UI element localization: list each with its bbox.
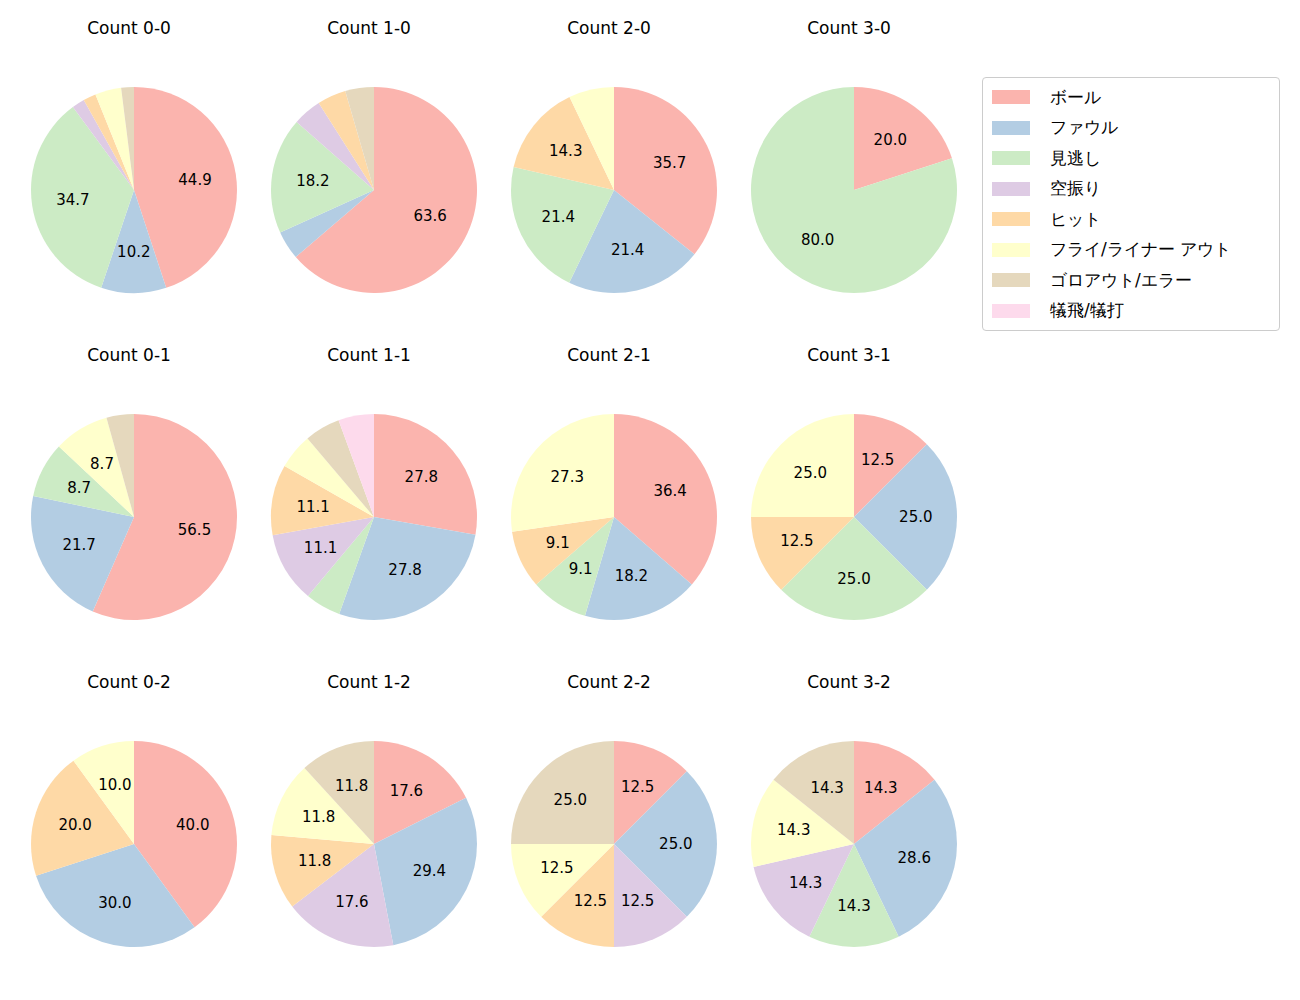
- svg-text:8.7: 8.7: [67, 479, 91, 497]
- html-text:Count 1-2: Count 1-2: [327, 672, 411, 692]
- svg-text:18.2: 18.2: [296, 172, 329, 190]
- svg-text:36.4: 36.4: [654, 482, 687, 500]
- svg-text:11.8: 11.8: [302, 808, 335, 826]
- svg-text:25.0: 25.0: [837, 570, 870, 588]
- html-text:Count 3-2: Count 3-2: [807, 672, 891, 692]
- html-text:ファウル: ファウル: [1050, 117, 1118, 138]
- svg-text:17.6: 17.6: [335, 893, 368, 911]
- svg-text:25.0: 25.0: [554, 791, 587, 809]
- svg-text:63.6: 63.6: [413, 207, 446, 225]
- svg-text:12.5: 12.5: [780, 532, 813, 550]
- html-text:見逃し: 見逃し: [1050, 147, 1101, 168]
- svg-text:11.8: 11.8: [298, 852, 331, 870]
- svg-text:12.5: 12.5: [574, 892, 607, 910]
- svg-text:9.1: 9.1: [546, 534, 570, 552]
- svg-text:21.7: 21.7: [62, 536, 95, 554]
- svg-text:8.7: 8.7: [90, 455, 114, 473]
- html-text:ゴロアウト/エラー: ゴロアウト/エラー: [1050, 269, 1192, 290]
- svg-text:44.9: 44.9: [178, 171, 211, 189]
- svg-text:40.0: 40.0: [176, 816, 209, 834]
- svg-text:12.5: 12.5: [540, 859, 573, 877]
- svg-text:27.8: 27.8: [388, 561, 421, 579]
- html-text:Count 2-2: Count 2-2: [567, 672, 651, 692]
- html-text:Count 3-0: Count 3-0: [807, 18, 891, 38]
- html-text:フライ/ライナー アウト: フライ/ライナー アウト: [1050, 239, 1232, 260]
- html-text:Count 1-0: Count 1-0: [327, 18, 411, 38]
- html-text:Count 0-1: Count 0-1: [87, 345, 171, 365]
- svg-text:11.1: 11.1: [296, 498, 329, 516]
- svg-text:21.4: 21.4: [542, 208, 575, 226]
- svg-text:12.5: 12.5: [621, 778, 654, 796]
- svg-text:10.0: 10.0: [98, 776, 131, 794]
- svg-text:12.5: 12.5: [861, 451, 894, 469]
- svg-text:14.3: 14.3: [789, 874, 822, 892]
- svg-text:18.2: 18.2: [615, 567, 648, 585]
- svg-text:27.8: 27.8: [405, 468, 438, 486]
- html-text:犠飛/犠打: 犠飛/犠打: [1050, 300, 1124, 321]
- svg-text:14.3: 14.3: [810, 779, 843, 797]
- html-text:Count 2-1: Count 2-1: [567, 345, 651, 365]
- svg-text:28.6: 28.6: [898, 849, 931, 867]
- svg-text:29.4: 29.4: [413, 862, 446, 880]
- svg-text:80.0: 80.0: [801, 231, 834, 249]
- svg-text:30.0: 30.0: [98, 894, 131, 912]
- html-text:Count 0-0: Count 0-0: [87, 18, 171, 38]
- svg-text:14.3: 14.3: [549, 142, 582, 160]
- svg-text:56.5: 56.5: [178, 521, 211, 539]
- html-text:Count 2-0: Count 2-0: [567, 18, 651, 38]
- html-text:空振り: 空振り: [1050, 178, 1101, 199]
- svg-text:14.3: 14.3: [777, 821, 810, 839]
- html-text:Count 3-1: Count 3-1: [807, 345, 891, 365]
- svg-text:25.0: 25.0: [899, 508, 932, 526]
- svg-text:12.5: 12.5: [621, 892, 654, 910]
- svg-text:21.4: 21.4: [611, 241, 644, 259]
- svg-text:25.0: 25.0: [794, 464, 827, 482]
- svg-text:25.0: 25.0: [659, 835, 692, 853]
- svg-text:10.2: 10.2: [117, 243, 150, 261]
- html-text:Count 1-1: Count 1-1: [327, 345, 411, 365]
- svg-text:20.0: 20.0: [59, 816, 92, 834]
- html-text:ヒット: ヒット: [1050, 208, 1101, 229]
- html-text:ボール: ボール: [1050, 86, 1101, 107]
- html-text:Count 0-2: Count 0-2: [87, 672, 171, 692]
- svg-text:14.3: 14.3: [864, 779, 897, 797]
- svg-text:9.1: 9.1: [569, 560, 593, 578]
- svg-text:20.0: 20.0: [874, 131, 907, 149]
- svg-text:14.3: 14.3: [837, 897, 870, 915]
- svg-text:11.1: 11.1: [304, 539, 337, 557]
- svg-text:11.8: 11.8: [335, 777, 368, 795]
- svg-text:27.3: 27.3: [551, 468, 584, 486]
- svg-text:17.6: 17.6: [390, 782, 423, 800]
- svg-text:35.7: 35.7: [653, 154, 686, 172]
- svg-text:34.7: 34.7: [56, 191, 89, 209]
